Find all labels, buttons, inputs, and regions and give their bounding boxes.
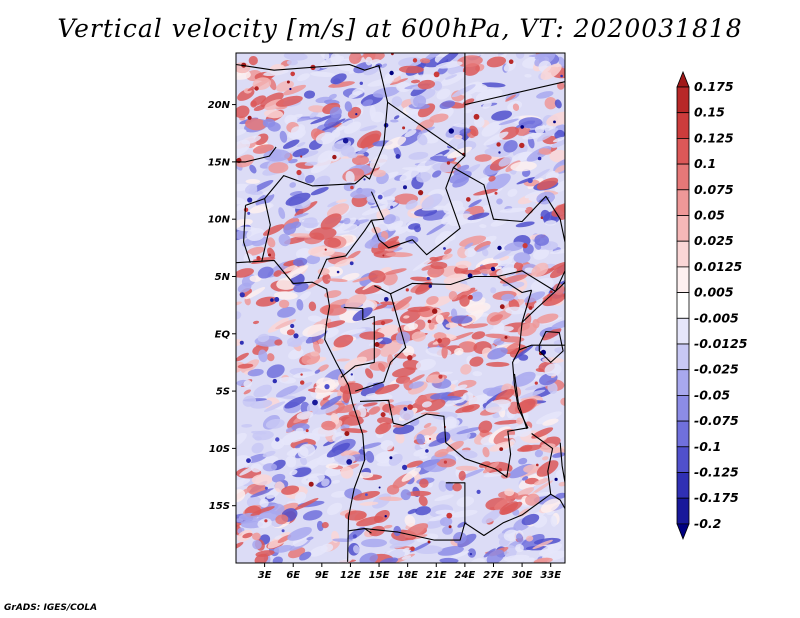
grads-credit: GrADS: IGES/COLA bbox=[4, 603, 98, 613]
colorbar-segment bbox=[676, 266, 690, 293]
lat-label: 10S bbox=[209, 444, 230, 455]
colorbar-segment bbox=[676, 523, 690, 540]
colorbar-label: -0.2 bbox=[694, 516, 721, 531]
colorbar-segment bbox=[676, 394, 690, 422]
colorbar-label: 0.175 bbox=[694, 79, 734, 94]
latitude-axis: 20N 15N 10N 5N EQ 5S 10S 15S bbox=[208, 100, 236, 512]
lat-label: 15N bbox=[208, 157, 231, 168]
colorbar-segment bbox=[676, 70, 690, 88]
colorbar-label: 0.1 bbox=[694, 156, 716, 171]
lon-label: 24E bbox=[454, 570, 475, 581]
colorbar-segment bbox=[676, 369, 690, 396]
colorbar-label: -0.005 bbox=[694, 310, 739, 325]
colorbar-segment bbox=[676, 446, 690, 473]
map-field bbox=[236, 53, 565, 563]
lon-label: 6E bbox=[286, 570, 300, 581]
colorbar-segment bbox=[676, 137, 690, 165]
colorbar-segment bbox=[676, 112, 690, 139]
longitude-axis: 3E 6E 9E 12E 15E 18E 21E 24E 27E 30E 33E bbox=[258, 563, 561, 581]
lon-label: 3E bbox=[258, 570, 272, 581]
lat-label: 10N bbox=[208, 215, 231, 226]
lon-label: 27E bbox=[483, 570, 504, 581]
colorbar-segment bbox=[676, 343, 690, 371]
colorbar-segment bbox=[676, 189, 690, 216]
colorbar-label: -0.05 bbox=[694, 387, 730, 402]
lat-label: 5N bbox=[215, 272, 231, 283]
lon-label: 18E bbox=[397, 570, 418, 581]
colorbar-label: -0.175 bbox=[694, 490, 739, 505]
colorbar-label: -0.1 bbox=[694, 439, 721, 454]
colorbar-label: 0.005 bbox=[694, 285, 734, 300]
lon-label: 30E bbox=[512, 570, 533, 581]
colorbar-label: -0.025 bbox=[694, 362, 739, 377]
colorbar-segment bbox=[676, 163, 690, 191]
lat-label: EQ bbox=[215, 329, 231, 340]
lat-label: 5S bbox=[216, 387, 230, 398]
country-borders bbox=[236, 53, 565, 562]
colorbar-segment bbox=[676, 292, 690, 319]
colorbar: 0.175 0.15 0.125 0.1 0.075 0.05 0.025 0.0125 0.0… bbox=[676, 70, 748, 540]
lon-label: 9E bbox=[315, 570, 329, 581]
colorbar-segment bbox=[676, 215, 690, 242]
lon-label: 12E bbox=[340, 570, 361, 581]
colorbar-segment bbox=[676, 317, 690, 345]
map-frame bbox=[235, 52, 566, 564]
colorbar-label: -0.0125 bbox=[694, 336, 748, 351]
colorbar-label: 0.075 bbox=[694, 182, 734, 197]
lon-label: 21E bbox=[426, 570, 447, 581]
colorbar-label: 0.025 bbox=[694, 233, 734, 248]
colorbar-segment bbox=[676, 86, 690, 114]
colorbar-label: 0.0125 bbox=[694, 259, 743, 274]
lon-label: 15E bbox=[369, 570, 390, 581]
lat-label: 15S bbox=[209, 501, 230, 512]
chart-title: Vertical velocity [m/s] at 600hPa, VT: 2… bbox=[57, 14, 743, 43]
colorbar-label: -0.125 bbox=[694, 465, 739, 480]
colorbar-segment bbox=[676, 420, 690, 448]
lon-label: 33E bbox=[540, 570, 561, 581]
colorbar-segment bbox=[676, 497, 690, 525]
colorbar-label: 0.125 bbox=[694, 130, 734, 145]
colorbar-segment bbox=[676, 240, 690, 268]
colorbar-segment bbox=[676, 472, 690, 499]
colorbar-label: -0.075 bbox=[694, 413, 739, 428]
lat-label: 20N bbox=[208, 100, 231, 111]
colorbar-label: 0.05 bbox=[694, 208, 725, 223]
colorbar-label: 0.15 bbox=[694, 105, 725, 120]
